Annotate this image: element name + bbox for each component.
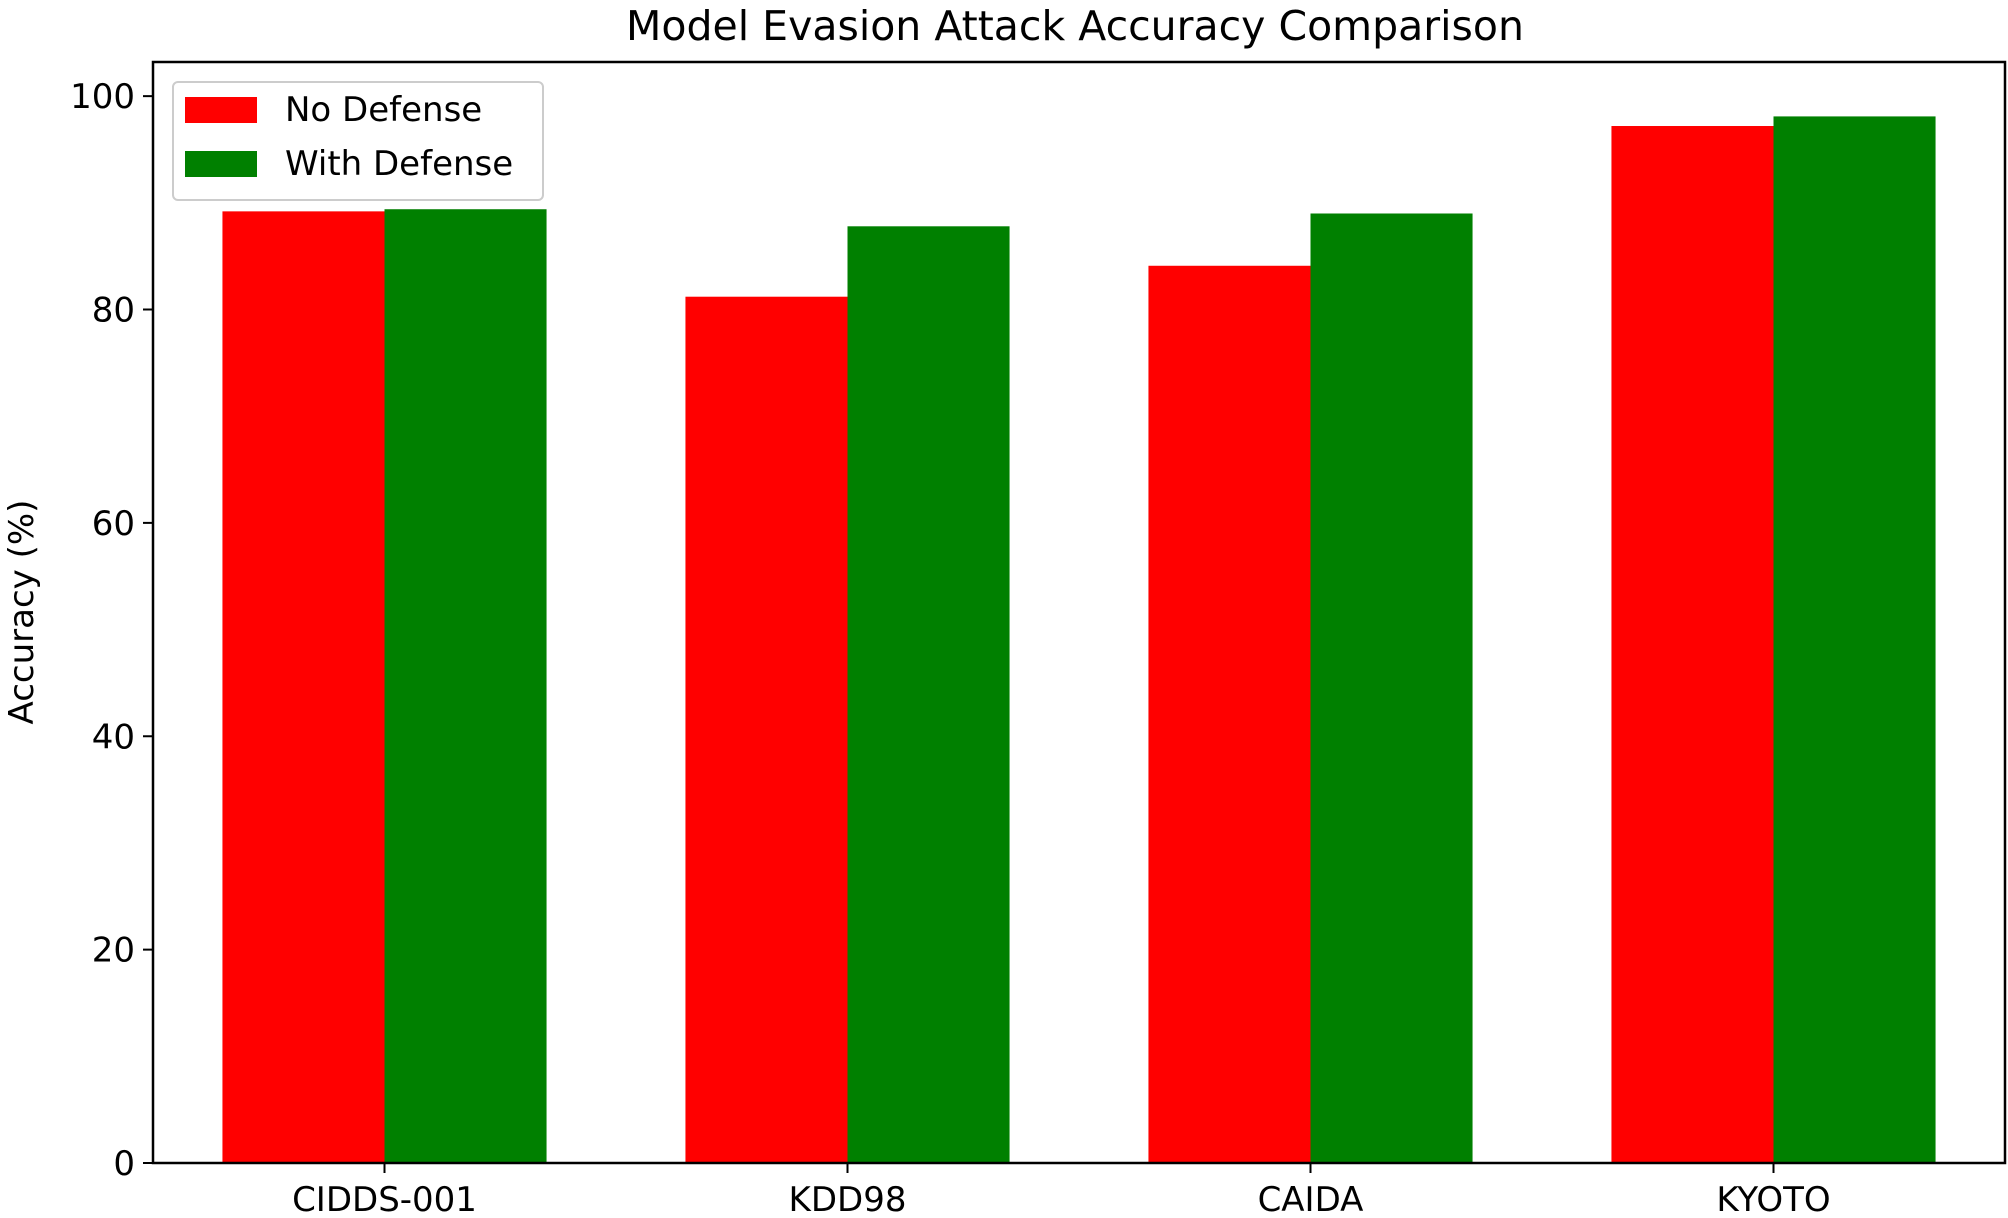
y-axis-label: Accuracy (%) [2, 500, 42, 725]
y-tick-label: 40 [92, 717, 135, 757]
x-axis: CIDDS-001 KDD98 CAIDA KYOTO [292, 1163, 1831, 1218]
legend-label-with-defense: With Defense [285, 144, 513, 184]
legend: No Defense With Defense [172, 81, 544, 201]
y-tick-label: 60 [92, 504, 135, 544]
bar-no-defense-kyoto [1611, 126, 1774, 1164]
bar-no-defense-cidds-001 [222, 211, 385, 1163]
bar-with-defense-cidds-001 [384, 209, 547, 1163]
bar-with-defense-kdd98 [847, 226, 1010, 1163]
chart-title: Model Evasion Attack Accuracy Comparison [626, 2, 1524, 50]
legend-label-no-defense: No Defense [285, 90, 482, 130]
x-tick-label: KYOTO [1716, 1180, 1830, 1218]
x-tick-label: CIDDS-001 [292, 1180, 477, 1218]
y-axis: 0 20 40 60 80 100 [70, 77, 153, 1184]
legend-swatch-with-defense [185, 151, 257, 177]
bar-no-defense-caida [1148, 265, 1311, 1163]
y-tick-label: 80 [92, 291, 135, 331]
x-tick-label: CAIDA [1258, 1180, 1364, 1218]
y-tick-label: 100 [70, 77, 135, 117]
legend-box [172, 81, 544, 201]
x-tick-label: KDD98 [789, 1180, 907, 1218]
bar-with-defense-caida [1310, 213, 1473, 1163]
plot-frame [151, 60, 2007, 1165]
bars-layer [222, 116, 1936, 1164]
y-tick-label: 0 [113, 1144, 135, 1184]
bar-no-defense-kdd98 [685, 296, 848, 1163]
bar-with-defense-kyoto [1773, 116, 1936, 1163]
legend-swatch-no-defense [185, 97, 257, 123]
y-tick-label: 20 [92, 931, 135, 971]
